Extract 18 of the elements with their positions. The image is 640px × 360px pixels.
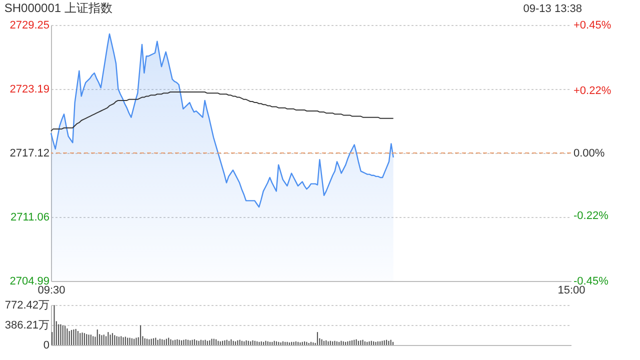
y-tick-label: 2723.19 bbox=[10, 83, 50, 96]
y2-tick-label: 0.00% bbox=[574, 148, 605, 160]
y2-tick-label: -0.45% bbox=[574, 276, 609, 288]
y-tick-label: 2717.12 bbox=[10, 148, 50, 160]
x-tick-label: 15:00 bbox=[558, 284, 586, 296]
line-series bbox=[50, 92, 394, 132]
y2-tick-label: +0.45% bbox=[574, 20, 612, 32]
y-tick-label: 772.42万 bbox=[4, 300, 50, 312]
y-tick-label: 2711.06 bbox=[10, 211, 50, 224]
y2-tick-label: +0.22% bbox=[574, 84, 612, 97]
x-tick-label: 09:30 bbox=[38, 284, 66, 296]
y-tick-label: 386.21万 bbox=[4, 320, 50, 332]
y2-tick-label: -0.22% bbox=[574, 210, 609, 222]
y-tick-label: 2729.25 bbox=[10, 20, 50, 32]
chart-title: SH000001 上证指数 bbox=[4, 1, 112, 15]
y-tick-label: 0 bbox=[43, 340, 50, 352]
text: 09-13 13:38 bbox=[523, 3, 582, 15]
y-tick-label: 2704.99 bbox=[10, 276, 50, 288]
